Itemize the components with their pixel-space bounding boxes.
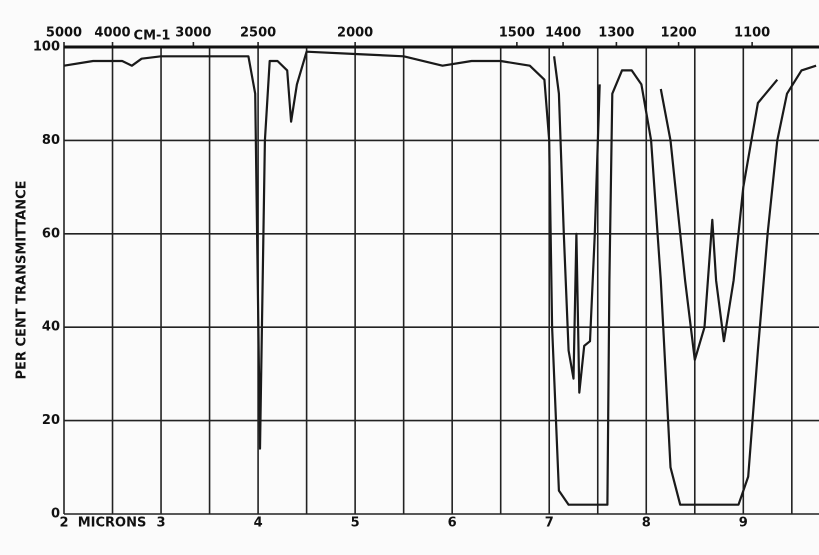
y-tick-label: 60 <box>42 226 60 241</box>
spectrum-line <box>63 50 817 506</box>
x-tick-label: 9 <box>739 516 748 531</box>
top-tick-label: 2000 <box>337 26 373 41</box>
y-tick-label: 100 <box>33 40 60 55</box>
x-tick-label: 6 <box>448 516 457 531</box>
top-tick-label: 2500 <box>240 26 276 41</box>
y-axis-label: PER CENT TRANSMITTANCE <box>15 181 30 380</box>
x-tick-label: 4 <box>254 516 263 531</box>
x-tick-label: 8 <box>642 516 651 531</box>
top-tick-label: 4000 <box>94 26 130 41</box>
top-tick-label: 1300 <box>598 26 634 41</box>
x-axis-label: MICRONS <box>78 516 147 531</box>
top-tick-label: 1500 <box>499 26 535 41</box>
y-tick-label: 80 <box>42 133 60 148</box>
top-tick-label: 5000 <box>46 26 82 41</box>
top-tick-label: 1100 <box>734 26 770 41</box>
spectrum-line <box>553 56 779 394</box>
y-tick-label: 40 <box>42 320 60 335</box>
x-tick-label: 7 <box>545 516 554 531</box>
top-tick-label: 3000 <box>175 26 211 41</box>
y-tick-label: 20 <box>42 413 60 428</box>
x-tick-label: 3 <box>157 516 166 531</box>
x-tick-label: 5 <box>351 516 360 531</box>
x-tick-label: 2 <box>59 516 68 531</box>
top-tick-label: 1400 <box>545 26 581 41</box>
top-tick-label: 1200 <box>661 26 697 41</box>
y-tick-label: 0 <box>51 507 60 522</box>
top-axis-label: CM-1 <box>134 29 171 44</box>
